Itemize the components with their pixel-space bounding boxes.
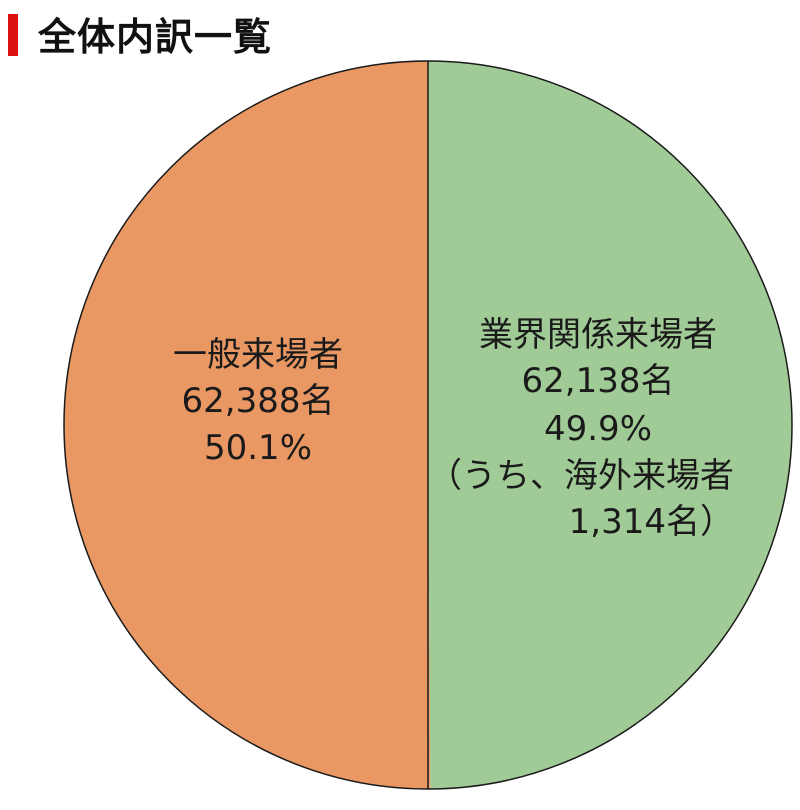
slice-label-industry: 業界関係来場者 62,138名 49.9% （うち、海外来場者 1,314名） — [428, 315, 734, 542]
label-general-percent: 50.1% — [204, 428, 312, 468]
title-accent-bar — [8, 14, 18, 56]
pie-slice-0 — [428, 61, 792, 789]
label-general-name: 一般来場者 — [173, 335, 343, 375]
label-industry-percent: 49.9% — [544, 409, 652, 449]
label-industry-name: 業界関係来場者 — [479, 315, 717, 355]
label-general-count: 62,388名 — [182, 381, 335, 421]
label-industry-note-1: （うち、海外来場者 — [428, 456, 734, 496]
slice-label-general: 一般来場者 62,388名 50.1% — [173, 335, 343, 468]
pie-outline — [63, 60, 793, 790]
label-industry-note-2: 1,314名） — [569, 502, 734, 542]
label-industry-count: 62,138名 — [522, 361, 675, 401]
pie-slice-1 — [63, 61, 431, 789]
pie-slices — [63, 61, 792, 789]
page-title: 全体内訳一覧 — [38, 15, 273, 59]
title-bar: 全体内訳一覧 — [0, 0, 800, 60]
